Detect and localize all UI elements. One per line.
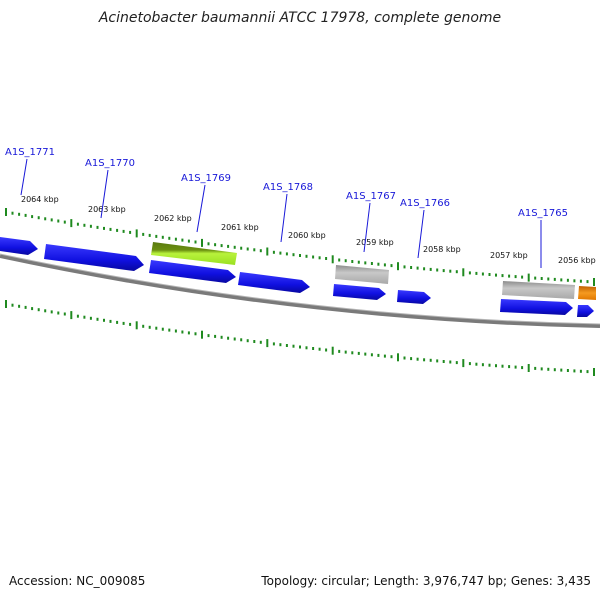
gene-label-a1s-1770: A1S_1770 <box>85 158 135 169</box>
gene-arrow[interactable] <box>238 272 310 293</box>
genome-summary-text: Topology: circular; Length: 3,976,747 bp… <box>261 574 591 588</box>
map-title: Acinetobacter baumannii ATCC 17978, comp… <box>98 10 502 26</box>
gene-arrow[interactable] <box>149 260 236 283</box>
upper-tick-ruler <box>5 208 595 286</box>
genome-backbone <box>0 254 600 328</box>
lower-tick-ruler <box>5 300 595 376</box>
kbp-label: 2060 kbp <box>288 231 326 240</box>
gene-arrow[interactable] <box>577 305 594 317</box>
gene-label-a1s-1768: A1S_1768 <box>263 182 313 193</box>
gene-grey-block[interactable] <box>502 281 575 299</box>
gene-orange-block[interactable] <box>578 286 596 300</box>
gene-label-a1s-1767: A1S_1767 <box>346 191 396 202</box>
gene-labels: A1S_1771 A1S_1770 A1S_1769 A1S_1768 A1S_… <box>5 147 568 268</box>
kbp-label: 2061 kbp <box>221 223 259 232</box>
kbp-labels: 2064 kbp 2063 kbp 2062 kbp 2061 kbp 2060… <box>21 195 596 265</box>
kbp-label: 2064 kbp <box>21 195 59 204</box>
gene-grey-block[interactable] <box>335 265 389 284</box>
gene-label-a1s-1771: A1S_1771 <box>5 147 55 158</box>
gene-arrow[interactable] <box>44 244 144 271</box>
kbp-label: 2063 kbp <box>88 205 126 214</box>
kbp-label: 2058 kbp <box>423 245 461 254</box>
gene-features <box>0 237 596 317</box>
kbp-label: 2056 kbp <box>558 256 596 265</box>
gene-arrow[interactable] <box>0 237 38 255</box>
accession-text: Accession: NC_009085 <box>9 574 146 588</box>
kbp-label: 2057 kbp <box>490 251 528 260</box>
kbp-label: 2062 kbp <box>154 214 192 223</box>
gene-highlight-arrow[interactable] <box>151 242 237 265</box>
gene-label-a1s-1765: A1S_1765 <box>518 208 568 219</box>
kbp-label: 2059 kbp <box>356 238 394 247</box>
gene-arrow[interactable] <box>333 284 386 300</box>
gene-label-a1s-1769: A1S_1769 <box>181 173 231 184</box>
gene-label-a1s-1766: A1S_1766 <box>400 198 450 209</box>
gene-arrow[interactable] <box>397 290 431 304</box>
gene-arrow[interactable] <box>500 299 573 315</box>
